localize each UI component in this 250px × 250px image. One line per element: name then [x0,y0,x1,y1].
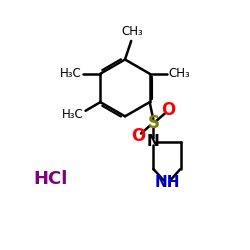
Text: N: N [147,134,160,149]
Text: S: S [147,114,159,132]
Text: H₃C: H₃C [60,67,82,80]
Text: CH₃: CH₃ [168,67,190,80]
Text: NH: NH [154,175,180,190]
Text: HCl: HCl [34,170,68,188]
Text: O: O [161,101,175,119]
Text: H₃C: H₃C [62,108,84,121]
Text: O: O [131,127,146,145]
Text: CH₃: CH₃ [122,25,143,38]
